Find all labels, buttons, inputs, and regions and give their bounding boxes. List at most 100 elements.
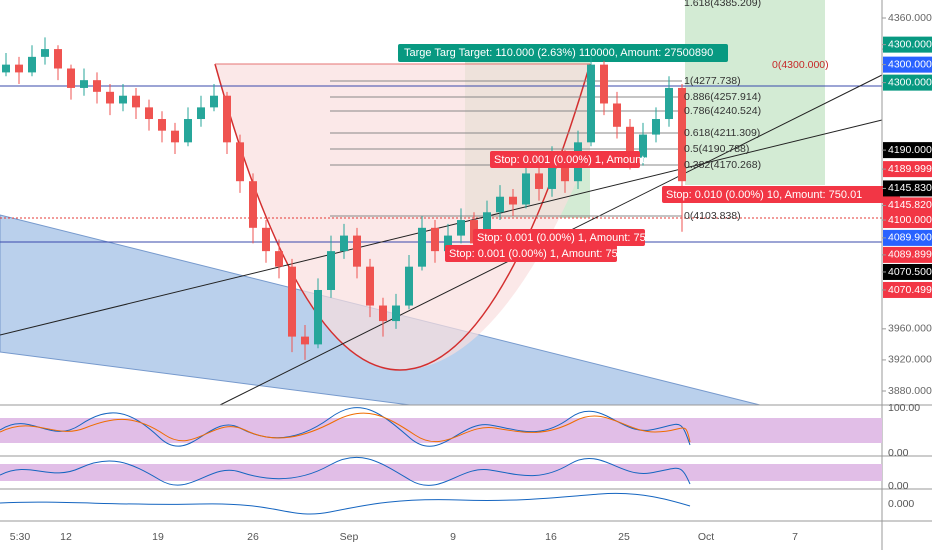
candle-body [639,134,647,158]
candle-body [587,64,595,143]
date-label: 16 [545,531,557,543]
cup-curve [214,63,591,371]
candle-body [197,107,205,120]
candle-body [366,266,374,306]
stop-box [445,245,617,262]
price-tag [883,212,932,229]
candle-body [509,196,517,205]
price-label: 4190.000 [888,144,932,156]
price-tag [883,229,932,246]
candle-body [184,119,192,143]
price-label: 4300.000 [888,38,932,50]
price-label: 4100.000 [888,214,932,226]
candle-body [80,80,88,88]
candle-body [249,181,257,228]
price-label: 4070.499 [888,284,932,296]
candle-body [392,305,400,322]
price-label: 3960.000 [888,323,932,335]
candle-body [15,64,23,73]
date-label: 12 [60,531,72,543]
price-label: 4089.900 [888,232,932,244]
candle-body [54,49,62,69]
price-label: 4145.830 [888,182,932,194]
candle-body [652,119,660,135]
candle-body [327,251,335,290]
candle-body [340,235,348,252]
fib-label: 1.618(4385.209) [684,0,761,9]
candle-body [262,227,270,252]
price-label: 4360.000 [888,12,932,24]
date-label: 5:30 [10,531,31,543]
stop-label: Stop: 0.001 (0.00%) 1, Amount: 750 [494,154,669,166]
date-label: 19 [152,531,164,543]
price-tag [883,56,932,73]
date-label: 7 [792,531,798,543]
candle-body [93,80,101,92]
target-price: 0(4300.000) [772,59,829,71]
candle-body [145,107,153,120]
date-label: Oct [698,531,714,543]
candle-body [444,235,452,252]
fib-label: 0.5(4190.788) [684,143,749,155]
candle-body [210,95,218,108]
candle-body [600,64,608,104]
fib-label: 0.786(4240.524) [684,105,761,117]
candle-body [119,95,127,104]
candle-body [236,142,244,182]
date-label: 25 [618,531,630,543]
candle-body [626,126,634,158]
osc-line [0,456,691,486]
price-label: 4089.899 [888,249,932,261]
candle-body [288,266,296,337]
date-label: 26 [247,531,259,543]
candle-body [678,87,686,182]
candle-body [28,56,36,73]
candle-body [431,227,439,252]
long-target-zone [685,0,825,185]
price-label: 4300.000 [888,76,932,88]
candle-body [275,251,283,267]
target-box [398,44,728,62]
price-tag [883,180,932,197]
cup-zone [215,64,590,370]
price-label: 4300.000 [888,58,932,70]
fib-label: 0.618(4211.309) [684,127,760,139]
candle-body [353,235,361,267]
candle-body [41,49,49,57]
stop-box [662,186,900,203]
osc-label: 0.00 [888,480,909,492]
candle-body [106,91,114,104]
price-label: 4189.999 [888,163,932,175]
target-label: Targe Targ Target: 110.000 (2.63%) 11000… [404,47,713,59]
candle-body [522,173,530,205]
candle-body [301,336,309,345]
candle-body [171,130,179,143]
price-tag [883,74,932,91]
osc-label: 0.000 [888,498,914,510]
date-label: 9 [450,531,456,543]
price-tag [883,161,932,178]
fib-label: 0.886(4257.914) [684,91,761,103]
fib-label: 0(4103.838) [684,210,741,222]
candle-body [548,157,556,189]
candle-body [405,266,413,306]
price-label: 4145.820 [888,199,932,211]
candle-body [132,95,140,108]
candle-body [457,220,465,236]
price-tag [883,36,932,53]
candle-body [665,87,673,120]
osc-band [0,418,882,443]
candle-body [314,289,322,345]
stop-label: Stop: 0.010 (0.00%) 10, Amount: 750.01 [666,189,862,201]
price-tag [883,246,932,263]
osc-label: 0.00 [888,447,909,459]
fib-label: 1(4277.738) [684,75,741,87]
stop-box [490,151,640,168]
stop-label: Stop: 0.001 (0.00%) 1, Amount: 750 [449,248,624,260]
candle-body [496,196,504,213]
osc-label: 100.00 [888,402,920,414]
trend-line [0,119,883,336]
price-tag [883,197,932,214]
candle-body [483,212,491,244]
